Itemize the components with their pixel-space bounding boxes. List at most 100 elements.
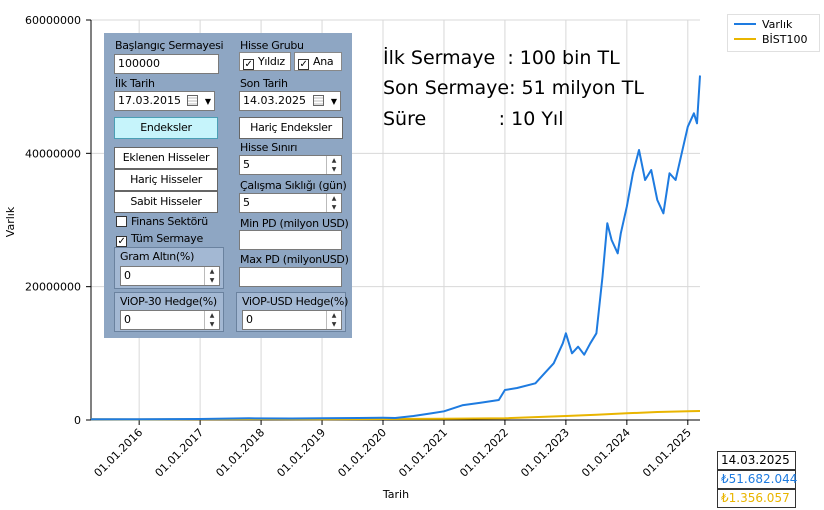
viopusd-group: ViOP-USD Hedge(%) 0 ▲ ▼ — [236, 292, 349, 332]
x-axis-label: Tarih — [382, 488, 409, 501]
gold-value: 0 — [124, 269, 131, 282]
gold-stepper[interactable]: 0 ▲ ▼ — [120, 266, 220, 286]
viopusd-label: ViOP-USD Hedge(%) — [242, 295, 349, 308]
excluded-stocks-button[interactable]: Hariç Hisseler — [114, 169, 218, 191]
arrow-up-icon[interactable]: ▲ — [209, 312, 215, 319]
group-main-checkbox[interactable]: ✓ Ana — [294, 52, 342, 71]
arrow-down-icon[interactable]: ▼ — [209, 277, 215, 284]
indexes-button[interactable]: Endeksler — [114, 117, 218, 139]
group-main-label: Ana — [313, 55, 334, 68]
x-tick-label: 01.01.2018 — [213, 426, 267, 480]
calendar-icon — [313, 95, 324, 106]
series-lines — [90, 75, 701, 421]
y-axis-label: Varlık — [4, 206, 17, 237]
arrow-down-icon[interactable]: ▼ — [331, 321, 337, 328]
gold-group: Gram Altın(%) 0 ▲ ▼ — [114, 247, 224, 289]
info-bist-value: ₺1.356.057 — [717, 489, 796, 508]
x-tick-label: 01.01.2017 — [153, 426, 207, 480]
stepper-arrows[interactable]: ▲ ▼ — [326, 311, 341, 329]
stock-limit-stepper[interactable]: 5 ▲ ▼ — [239, 155, 342, 175]
annotation-initial-capital: İlk Sermaye : 100 bin TL — [383, 47, 620, 69]
arrow-up-icon[interactable]: ▲ — [331, 312, 337, 319]
y-tick-label: 20000000 — [25, 281, 81, 294]
info-asset-value: ₺51.682.044 — [717, 470, 797, 489]
last-date-value: 14.03.2025 — [243, 94, 306, 107]
checkbox-empty-icon — [116, 216, 127, 227]
group-star-label: Yıldız — [258, 55, 285, 68]
start-capital-input[interactable]: 100000 — [114, 54, 219, 74]
arrow-down-icon[interactable]: ▼ — [331, 166, 337, 173]
viop30-value: 0 — [124, 313, 131, 326]
annotation-duration: Süre : 10 Yıl — [383, 108, 564, 130]
stock-limit-label: Hisse Sınırı — [240, 141, 298, 154]
y-tick-labels: 0 20000000 40000000 60000000 — [25, 14, 91, 427]
chart-legend: Varlık BİST100 — [727, 14, 820, 52]
x-tick-label: 01.01.2024 — [579, 426, 633, 480]
frequency-stepper[interactable]: 5 ▲ ▼ — [239, 193, 342, 213]
viop30-stepper[interactable]: 0 ▲ ▼ — [120, 310, 220, 330]
y-tick-label: 40000000 — [25, 147, 81, 160]
x-tick-label: 01.01.2022 — [457, 426, 511, 480]
y-tick-label: 60000000 — [25, 14, 81, 27]
finance-sector-label: Finans Sektörü — [131, 215, 208, 228]
arrow-up-icon[interactable]: ▲ — [331, 195, 337, 202]
stepper-arrows[interactable]: ▲ ▼ — [326, 194, 341, 212]
check-icon: ✓ — [298, 59, 309, 70]
chevron-down-icon: ▼ — [330, 97, 337, 106]
legend-item-bist100: BİST100 — [734, 33, 808, 47]
stepper-arrows[interactable]: ▲ ▼ — [326, 156, 341, 174]
all-capital-checkbox[interactable]: ✓ Tüm Sermaye — [116, 232, 203, 247]
arrow-up-icon[interactable]: ▲ — [331, 157, 337, 164]
first-date-value: 17.03.2015 — [118, 94, 181, 107]
x-tick-label: 01.01.2025 — [640, 426, 694, 480]
stepper-arrows[interactable]: ▲ ▼ — [204, 311, 219, 329]
calendar-icon — [187, 95, 198, 106]
series-line-varl-k — [91, 75, 701, 421]
viopusd-stepper[interactable]: 0 ▲ ▼ — [242, 310, 342, 330]
viop30-group: ViOP-30 Hedge(%) 0 ▲ ▼ — [114, 292, 224, 332]
legend-item-varlik: Varlık — [734, 18, 792, 32]
min-pd-input[interactable] — [239, 230, 342, 250]
start-capital-label: Başlangıç Sermayesi — [115, 39, 224, 52]
min-pd-label: Min PD (milyon USD) — [240, 217, 349, 230]
first-date-picker[interactable]: 17.03.2015 ▼ — [114, 91, 215, 111]
y-tick-label: 0 — [74, 414, 81, 427]
max-pd-label: Max PD (milyonUSD) — [240, 253, 349, 266]
frequency-value: 5 — [243, 196, 250, 209]
frequency-label: Çalışma Sıklığı (gün) — [240, 179, 347, 192]
fixed-stocks-button[interactable]: Sabit Hisseler — [114, 191, 218, 213]
info-date: 14.03.2025 — [717, 451, 796, 470]
stock-group-label: Hisse Grubu — [240, 39, 304, 52]
finance-sector-checkbox[interactable]: Finans Sektörü — [116, 215, 208, 228]
viop30-label: ViOP-30 Hedge(%) — [120, 295, 217, 308]
x-tick-label: 01.01.2019 — [274, 426, 328, 480]
x-tick-label: 01.01.2016 — [92, 426, 146, 480]
all-capital-label: Tüm Sermaye — [131, 232, 203, 245]
chevron-down-icon: ▼ — [204, 97, 211, 106]
legend-label-bist100: BİST100 — [762, 33, 808, 46]
last-date-label: Son Tarih — [240, 77, 288, 90]
settings-panel: Başlangıç Sermayesi 100000 Hisse Grubu ✓… — [104, 33, 352, 338]
viopusd-value: 0 — [246, 313, 253, 326]
legend-swatch-varlik — [734, 23, 756, 25]
x-tick-label: 01.01.2023 — [518, 426, 572, 480]
first-date-label: İlk Tarih — [115, 77, 155, 90]
legend-label-varlik: Varlık — [762, 18, 793, 31]
group-star-checkbox[interactable]: ✓ Yıldız — [239, 52, 291, 71]
gold-label: Gram Altın(%) — [120, 250, 195, 263]
max-pd-input[interactable] — [239, 267, 342, 287]
legend-swatch-bist100 — [734, 38, 756, 40]
x-tick-label: 01.01.2020 — [335, 426, 389, 480]
arrow-down-icon[interactable]: ▼ — [209, 321, 215, 328]
stock-limit-value: 5 — [243, 158, 250, 171]
added-stocks-button[interactable]: Eklenen Hisseler — [114, 147, 218, 169]
check-icon: ✓ — [243, 59, 254, 70]
arrow-down-icon[interactable]: ▼ — [331, 204, 337, 211]
excluded-indexes-button[interactable]: Hariç Endeksler — [239, 117, 343, 139]
check-icon: ✓ — [116, 236, 127, 247]
annotation-final-capital: Son Sermaye: 51 milyon TL — [383, 77, 644, 99]
stepper-arrows[interactable]: ▲ ▼ — [204, 267, 219, 285]
x-tick-labels: 01.01.2016 01.01.2017 01.01.2018 01.01.2019… — [92, 420, 694, 480]
arrow-up-icon[interactable]: ▲ — [209, 268, 215, 275]
last-date-picker[interactable]: 14.03.2025 ▼ — [239, 91, 341, 111]
